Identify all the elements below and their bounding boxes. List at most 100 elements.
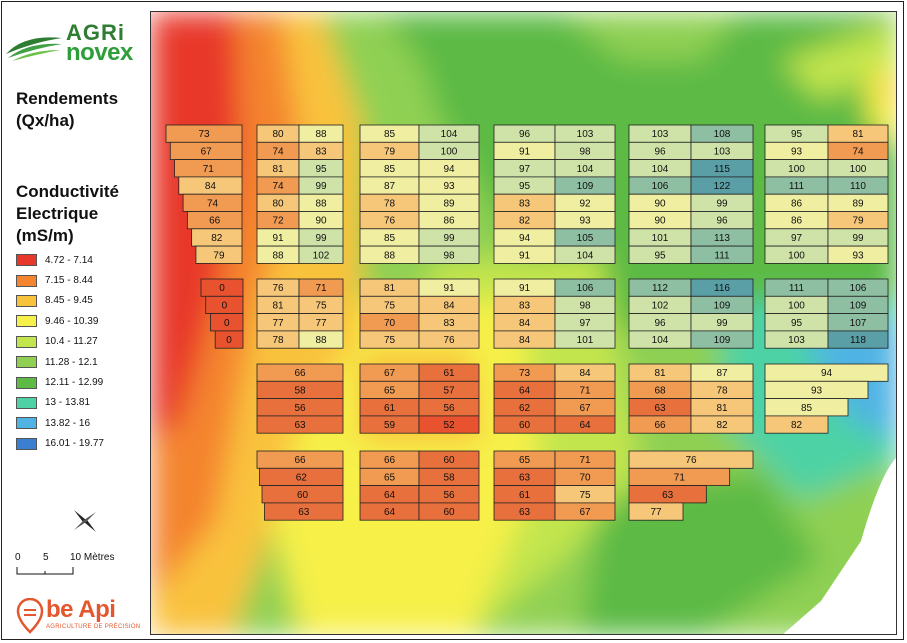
scale-label-10: 10 Mètres bbox=[70, 552, 115, 563]
yield-value: 74 bbox=[852, 146, 864, 157]
yield-value: 0 bbox=[224, 318, 230, 329]
yield-value: 66 bbox=[384, 455, 396, 466]
yield-value: 91 bbox=[272, 233, 284, 244]
beapi-name: be Api bbox=[46, 596, 116, 623]
yield-value: 82 bbox=[716, 420, 728, 431]
yield-value: 85 bbox=[384, 129, 396, 140]
yield-value: 98 bbox=[579, 300, 591, 311]
yield-value: 100 bbox=[788, 164, 805, 175]
yield-value: 73 bbox=[198, 129, 210, 140]
yield-value: 93 bbox=[443, 181, 455, 192]
yield-value: 71 bbox=[315, 283, 327, 294]
yield-value: 82 bbox=[211, 233, 223, 244]
yield-value: 74 bbox=[272, 146, 284, 157]
yield-value: 65 bbox=[519, 455, 531, 466]
yield-cell bbox=[554, 415, 616, 434]
yield-value: 96 bbox=[716, 216, 728, 227]
yield-value: 76 bbox=[384, 216, 396, 227]
yield-cell bbox=[264, 502, 344, 521]
legend-swatch bbox=[16, 356, 37, 369]
yield-value: 78 bbox=[384, 198, 396, 209]
conductivity-title-line: Electrique bbox=[16, 204, 99, 223]
conductivity-title-line: Conductivité bbox=[16, 182, 119, 201]
yield-value: 76 bbox=[272, 283, 284, 294]
yield-cell bbox=[690, 330, 754, 349]
yield-value: 100 bbox=[441, 146, 458, 157]
yield-value: 66 bbox=[209, 216, 221, 227]
yield-block: 80 88 74 83 81 95 74 99 80 88 72 90 91 99 88 102 bbox=[256, 124, 344, 264]
yield-value: 105 bbox=[577, 233, 594, 244]
yield-value: 91 bbox=[443, 283, 455, 294]
yield-value: 87 bbox=[384, 181, 396, 192]
agrinovex-logo: AGRi novex bbox=[4, 20, 150, 70]
yield-value: 94 bbox=[519, 233, 531, 244]
yield-value: 82 bbox=[519, 216, 531, 227]
yield-cell bbox=[628, 502, 684, 521]
yield-value: 109 bbox=[577, 181, 594, 192]
yield-value: 84 bbox=[519, 318, 531, 329]
yield-value: 96 bbox=[654, 318, 666, 329]
yield-block: 111 106 100 109 95 107 103 118 bbox=[764, 278, 889, 349]
scale-label-0: 0 bbox=[15, 552, 21, 563]
yield-value: 58 bbox=[443, 472, 455, 483]
yield-value: 95 bbox=[791, 129, 803, 140]
yield-value: 70 bbox=[579, 472, 591, 483]
yield-value: 77 bbox=[650, 507, 662, 518]
legend-label: 7.15 - 8.44 bbox=[45, 275, 93, 287]
yield-value: 103 bbox=[577, 129, 594, 140]
yield-value: 98 bbox=[579, 146, 591, 157]
yield-value: 58 bbox=[294, 385, 306, 396]
beapi-logo-icon bbox=[16, 598, 44, 634]
yield-value: 59 bbox=[384, 420, 396, 431]
yield-value: 76 bbox=[443, 335, 455, 346]
yield-value: 91 bbox=[519, 146, 531, 157]
yield-value: 82 bbox=[791, 420, 803, 431]
yield-value: 95 bbox=[315, 164, 327, 175]
yield-value: 109 bbox=[850, 300, 867, 311]
yield-value: 61 bbox=[384, 403, 396, 414]
brand-agri: AGRi bbox=[66, 20, 125, 45]
yield-value: 63 bbox=[519, 472, 531, 483]
yield-value: 81 bbox=[716, 403, 728, 414]
yield-value: 71 bbox=[579, 455, 591, 466]
legend-swatch bbox=[16, 417, 37, 430]
yield-block: 81 91 75 84 70 83 75 76 bbox=[359, 278, 480, 349]
yield-value: 81 bbox=[272, 164, 284, 175]
legend-swatch bbox=[16, 294, 37, 307]
yield-block: 96 103 91 98 97 104 95 109 83 92 82 93 94 105 91 104 bbox=[493, 124, 616, 264]
yield-value: 84 bbox=[519, 335, 531, 346]
yield-value: 91 bbox=[519, 283, 531, 294]
yield-value: 101 bbox=[577, 335, 594, 346]
legend-label: 11.28 - 12.1 bbox=[45, 356, 98, 368]
yield-blocks: 73 67 71 84 74 66 82 79 80 88 74 83 81 95 74 99 80 88 72 90… bbox=[165, 124, 889, 521]
yield-value: 88 bbox=[272, 250, 284, 261]
yield-block: 73 67 71 84 74 66 82 79 bbox=[165, 124, 243, 264]
legend-item: 8.45 - 9.45 bbox=[16, 291, 104, 311]
yield-value: 74 bbox=[272, 181, 284, 192]
yield-value: 100 bbox=[850, 164, 867, 175]
leaf-logo-icon bbox=[6, 37, 62, 61]
yield-value: 103 bbox=[788, 335, 805, 346]
yield-value: 57 bbox=[443, 385, 455, 396]
yield-value: 66 bbox=[654, 420, 666, 431]
legend-swatch bbox=[16, 376, 37, 389]
legend-item: 7.15 - 8.44 bbox=[16, 270, 104, 290]
yield-value: 64 bbox=[519, 385, 531, 396]
yield-value: 81 bbox=[272, 300, 284, 311]
legend-label: 8.45 - 9.45 bbox=[45, 295, 93, 307]
yield-value: 78 bbox=[272, 335, 284, 346]
yield-cell bbox=[418, 502, 480, 521]
yield-cell bbox=[554, 502, 616, 521]
yield-value: 93 bbox=[852, 250, 864, 261]
yield-value: 85 bbox=[384, 164, 396, 175]
yield-value: 83 bbox=[315, 146, 327, 157]
legend-swatch bbox=[16, 437, 37, 450]
yield-value: 64 bbox=[384, 490, 396, 501]
yield-value: 81 bbox=[852, 129, 864, 140]
yield-value: 107 bbox=[850, 318, 867, 329]
yield-value: 102 bbox=[652, 300, 669, 311]
yield-value: 78 bbox=[716, 385, 728, 396]
yield-value: 104 bbox=[652, 335, 669, 346]
